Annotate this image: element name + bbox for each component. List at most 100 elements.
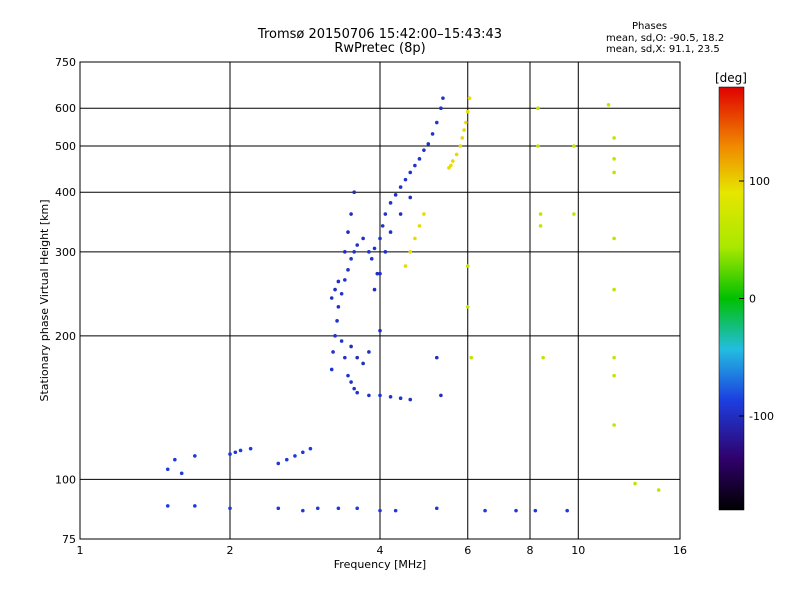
echo-point <box>383 212 388 216</box>
echo-point <box>378 328 382 333</box>
echo-point <box>335 319 339 323</box>
echo-point <box>165 504 170 508</box>
echo-point <box>343 250 347 254</box>
y-tick-label: 750 <box>55 56 76 69</box>
echo-point <box>430 132 435 136</box>
grid-lines <box>80 62 680 539</box>
echo-point <box>465 264 470 268</box>
echo-point <box>408 195 413 200</box>
echo-point <box>612 236 616 241</box>
echo-point <box>606 103 611 107</box>
echo-point <box>462 128 466 132</box>
echo-point <box>465 109 470 114</box>
y-tick-label: 500 <box>55 140 76 153</box>
echo-point <box>458 144 463 148</box>
echo-point <box>372 287 377 292</box>
axes: 1 2 4 6 8 10 16 75 100 200 300 400 500 600 750 Frequenc… <box>38 56 687 571</box>
echo-point <box>388 230 393 234</box>
colorbar-ticks: -100 0 100 [deg] <box>715 71 774 423</box>
echo-point <box>422 212 426 216</box>
echo-point <box>193 454 197 458</box>
y-tick-label: 400 <box>55 186 76 199</box>
echo-point <box>349 380 353 384</box>
echo-point <box>612 373 616 378</box>
x-tick-label: 2 <box>227 544 234 557</box>
echo-point <box>388 201 393 205</box>
x-tick-label: 1 <box>77 544 84 557</box>
echo-point <box>465 305 470 309</box>
echo-point <box>398 185 403 189</box>
echo-point <box>378 508 382 513</box>
echo-point <box>179 471 184 476</box>
echo-point <box>367 350 371 354</box>
echo-point <box>301 508 305 513</box>
echo-point <box>367 393 371 398</box>
echo-point <box>380 224 385 228</box>
y-tick-label: 300 <box>55 246 76 259</box>
echo-point <box>408 397 413 402</box>
echo-point <box>248 446 253 451</box>
echo-point <box>336 279 341 284</box>
echo-point <box>408 170 413 175</box>
echo-point <box>336 506 341 511</box>
echo-point <box>441 96 445 100</box>
echo-point <box>383 250 388 254</box>
echo-point <box>612 157 616 161</box>
echo-point <box>460 136 465 140</box>
echo-point <box>349 344 353 349</box>
y-tick-label: 200 <box>55 330 76 343</box>
echo-point <box>367 250 371 254</box>
echo-point <box>413 163 417 168</box>
colorbar-tick-label: 100 <box>749 175 770 188</box>
echo-points <box>165 96 661 513</box>
echo-point <box>369 257 374 261</box>
echo-point <box>361 361 365 366</box>
x-tick-label: 4 <box>377 544 384 557</box>
echo-point <box>361 236 365 241</box>
chart-title: Tromsø 20150706 15:42:00–15:43:43 <box>257 27 503 42</box>
phase-stats-x: mean, sd,X: 91.1, 23.5 <box>606 44 720 55</box>
echo-point <box>388 394 393 399</box>
echo-point <box>315 506 320 511</box>
echo-point <box>165 467 170 472</box>
echo-point <box>633 481 637 486</box>
echo-point <box>352 386 356 391</box>
echo-point <box>355 243 359 247</box>
y-tick-label: 75 <box>62 533 76 546</box>
phase-stats-o: mean, sd,O: -90.5, 18.2 <box>606 33 725 44</box>
echo-point <box>612 287 616 292</box>
x-tick-label: 10 <box>571 544 585 557</box>
echo-point <box>308 446 313 451</box>
echo-point <box>454 152 459 157</box>
echo-point <box>355 390 359 395</box>
echo-point <box>422 148 426 152</box>
echo-point <box>339 291 344 296</box>
echo-point <box>393 193 398 197</box>
echo-point <box>483 508 487 513</box>
x-tick-label: 6 <box>464 544 471 557</box>
echo-point <box>514 508 518 513</box>
echo-point <box>398 212 403 216</box>
x-tick-label: 16 <box>673 544 687 557</box>
echo-point <box>276 461 281 466</box>
echo-point <box>276 506 281 511</box>
chart-subtitle: RwPretec (8p) <box>334 41 426 56</box>
echo-point <box>378 236 382 241</box>
echo-point <box>346 230 350 234</box>
echo-point <box>233 450 238 455</box>
echo-point <box>293 454 297 458</box>
echo-point <box>193 504 197 508</box>
echo-point <box>434 355 439 360</box>
echo-point <box>565 508 569 513</box>
echo-point <box>333 334 337 338</box>
echo-point <box>346 373 350 378</box>
echo-point <box>413 236 417 241</box>
phase-heading: Phases <box>632 21 668 32</box>
echo-point <box>228 452 232 456</box>
echo-point <box>378 271 382 276</box>
colorbar-tick-label: 0 <box>749 293 756 306</box>
echo-point <box>541 355 545 360</box>
echo-point <box>656 488 661 492</box>
y-tick-label: 100 <box>55 473 76 486</box>
echo-point <box>349 212 353 216</box>
